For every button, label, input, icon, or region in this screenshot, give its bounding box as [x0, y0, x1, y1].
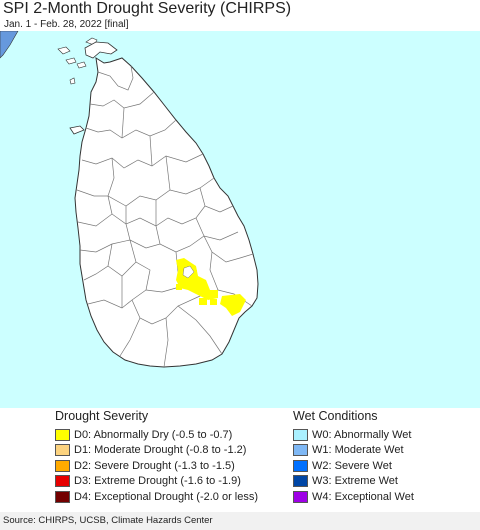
legend-label-d3: D3: Extreme Drought (-1.6 to -1.9)	[74, 475, 241, 488]
swatch-d3	[55, 475, 70, 488]
district-borders	[76, 65, 254, 368]
swatch-w2	[293, 459, 308, 472]
drought-legend: Drought Severity D0: Abnormally Dry (-0.…	[55, 408, 258, 505]
legend-label-d2: D2: Severe Drought (-1.3 to -1.5)	[74, 459, 235, 472]
legend-label-d0: D0: Abnormally Dry (-0.5 to -0.7)	[74, 428, 233, 441]
map-title: SPI 2-Month Drought Severity (CHIRPS)	[3, 0, 292, 17]
legend-item-d2: D2: Severe Drought (-1.3 to -1.5)	[55, 458, 258, 474]
swatch-w0	[293, 428, 308, 441]
legend-item-d0: D0: Abnormally Dry (-0.5 to -0.7)	[55, 427, 258, 443]
source-note: Source: CHIRPS, UCSB, Climate Hazards Ce…	[0, 512, 480, 530]
legend-label-w3: W3: Extreme Wet	[312, 475, 398, 488]
jaffna-peninsula	[84, 41, 118, 59]
swatch-d4	[55, 490, 70, 503]
legend-item-w2: W2: Severe Wet	[293, 458, 414, 474]
legend-item-w1: W1: Moderate Wet	[293, 443, 414, 459]
legend-item-d4: D4: Exceptional Drought (-2.0 or less)	[55, 489, 258, 505]
legend-item-d3: D3: Extreme Drought (-1.6 to -1.9)	[55, 474, 258, 490]
swatch-w1	[293, 444, 308, 457]
legend-item-w0: W0: Abnormally Wet	[293, 427, 414, 443]
legend-label-w2: W2: Severe Wet	[312, 459, 392, 472]
island	[76, 61, 87, 69]
swatch-d2	[55, 459, 70, 472]
island	[69, 77, 76, 85]
legend-item-w3: W3: Extreme Wet	[293, 474, 414, 490]
island	[57, 46, 71, 55]
legend-label-w0: W0: Abnormally Wet	[312, 428, 412, 441]
legend-label-d1: D1: Moderate Drought (-0.8 to -1.2)	[74, 444, 247, 457]
swatch-w3	[293, 475, 308, 488]
wet-legend-title: Wet Conditions	[293, 409, 378, 423]
map-subtitle: Jan. 1 - Feb. 28, 2022 [final]	[4, 19, 129, 30]
legend-item-w4: W4: Exceptional Wet	[293, 489, 414, 505]
legend-label-w1: W1: Moderate Wet	[312, 444, 404, 457]
legend-label-d4: D4: Exceptional Drought (-2.0 or less)	[74, 490, 259, 503]
legend-item-d1: D1: Moderate Drought (-0.8 to -1.2)	[55, 443, 258, 459]
mannar-island	[69, 125, 85, 135]
sri-lanka-map	[0, 31, 480, 408]
swatch-w4	[293, 490, 308, 503]
legend-label-w4: W4: Exceptional Wet	[312, 490, 414, 503]
wet-legend: Wet Conditions W0: Abnormally Wet W1: Mo…	[293, 408, 414, 505]
india-mainland	[0, 31, 19, 59]
island	[65, 57, 77, 65]
drought-legend-title: Drought Severity	[55, 409, 149, 423]
swatch-d0	[55, 428, 70, 441]
swatch-d1	[55, 444, 70, 457]
